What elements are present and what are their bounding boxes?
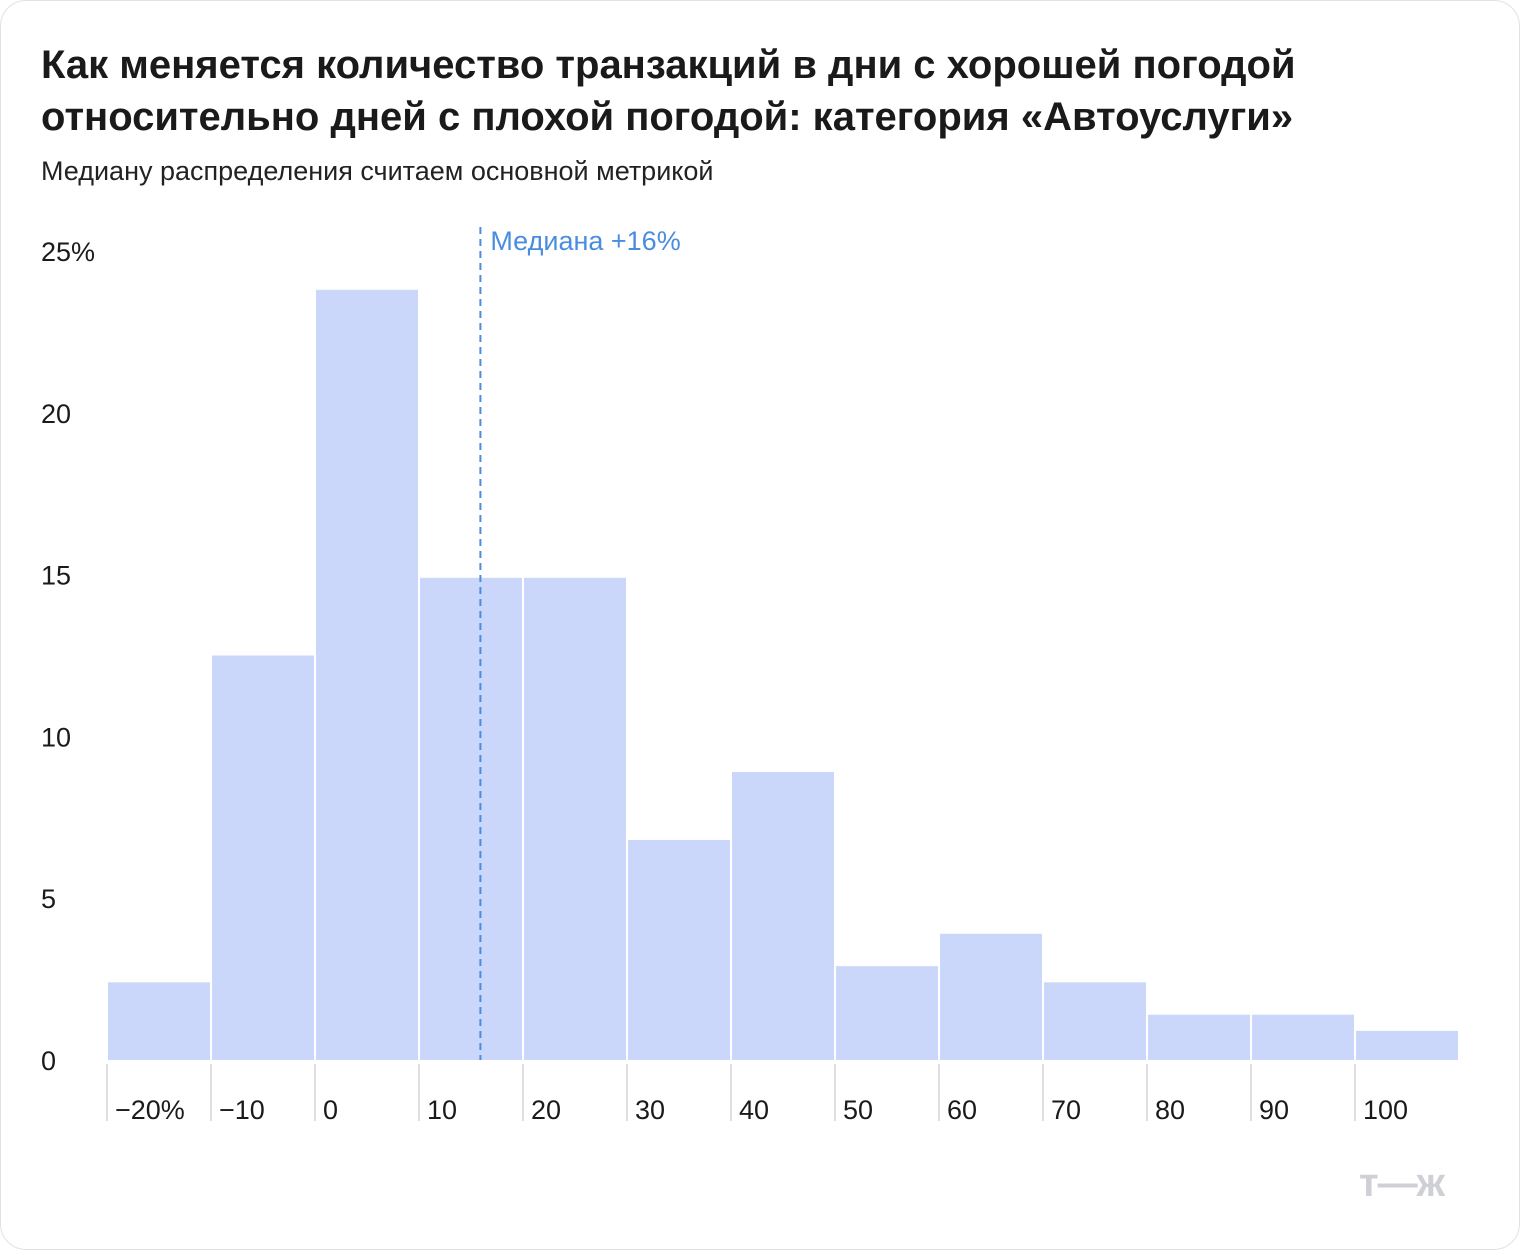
- x-tick-label: 90: [1259, 1095, 1289, 1125]
- histogram-bar: [1252, 1014, 1354, 1060]
- y-tick-label: 15: [41, 561, 71, 591]
- histogram-bar: [732, 771, 834, 1060]
- x-tick-label: 70: [1051, 1095, 1081, 1125]
- tj-logo: т—ж: [1359, 1161, 1445, 1205]
- histogram-bar: [212, 655, 314, 1060]
- histogram-bar: [1356, 1030, 1458, 1060]
- bars-group: [108, 289, 1458, 1060]
- histogram-bar: [940, 933, 1042, 1060]
- x-tick-label: 20: [531, 1095, 561, 1125]
- x-tick-label: 100: [1363, 1095, 1408, 1125]
- y-axis: 0 5 10 15 20 25%: [41, 237, 95, 1076]
- x-tick-label: 30: [635, 1095, 665, 1125]
- histogram-bar: [1044, 982, 1146, 1060]
- y-tick-label: 25%: [41, 237, 95, 267]
- histogram-bar: [836, 966, 938, 1060]
- chart-title: Как меняется количество транзакций в дни…: [41, 43, 1296, 139]
- x-tick-label: 80: [1155, 1095, 1185, 1125]
- y-tick-label: 0: [41, 1046, 56, 1076]
- histogram-bar: [316, 289, 418, 1060]
- histogram-bar: [108, 982, 210, 1060]
- x-tick-label: 50: [843, 1095, 873, 1125]
- x-tick-label: 10: [427, 1095, 457, 1125]
- x-tick-label: 0: [323, 1095, 338, 1125]
- x-axis: −20% −10 0 10 20 30 40 50 60 70 80 90 100: [106, 1064, 1408, 1125]
- y-tick-label: 10: [41, 722, 71, 752]
- x-tick-label: 60: [947, 1095, 977, 1125]
- histogram-bar: [524, 577, 626, 1060]
- median-marker: Медиана +16%: [479, 226, 681, 1060]
- x-tick-label: −10: [219, 1095, 265, 1125]
- x-tick-label: −20%: [115, 1095, 185, 1125]
- x-tick-label: 40: [739, 1095, 769, 1125]
- chart-subtitle: Медиану распределения считаем основной м…: [41, 156, 714, 186]
- histogram-bar: [420, 577, 522, 1060]
- histogram-bar: [628, 839, 730, 1060]
- median-label: Медиана +16%: [490, 226, 680, 256]
- y-tick-label: 5: [41, 884, 56, 914]
- y-tick-label: 20: [41, 399, 71, 429]
- histogram-bar: [1148, 1014, 1250, 1060]
